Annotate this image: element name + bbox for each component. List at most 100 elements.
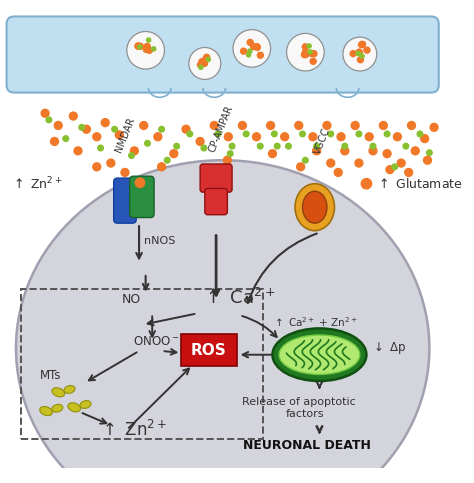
Ellipse shape xyxy=(80,400,91,409)
Circle shape xyxy=(297,163,305,171)
Text: NMDAR: NMDAR xyxy=(114,116,137,154)
Circle shape xyxy=(268,150,276,157)
Text: NEURONAL DEATH: NEURONAL DEATH xyxy=(243,439,371,452)
Circle shape xyxy=(370,143,376,149)
Circle shape xyxy=(144,43,150,49)
Ellipse shape xyxy=(68,403,81,412)
Circle shape xyxy=(233,29,271,67)
Circle shape xyxy=(201,145,207,151)
Text: CP-AMPAR: CP-AMPAR xyxy=(207,104,235,154)
Circle shape xyxy=(228,151,233,156)
Ellipse shape xyxy=(40,407,53,416)
Circle shape xyxy=(127,31,164,69)
Circle shape xyxy=(93,133,100,141)
Circle shape xyxy=(201,58,207,64)
Circle shape xyxy=(365,133,373,141)
FancyBboxPatch shape xyxy=(130,176,154,217)
Circle shape xyxy=(251,43,256,50)
Circle shape xyxy=(350,51,356,57)
Circle shape xyxy=(303,52,309,57)
Circle shape xyxy=(286,143,291,149)
Circle shape xyxy=(327,159,335,167)
Circle shape xyxy=(357,57,364,63)
Circle shape xyxy=(241,48,246,54)
Circle shape xyxy=(405,169,413,176)
Circle shape xyxy=(129,153,134,158)
Circle shape xyxy=(41,109,49,117)
Circle shape xyxy=(309,133,317,141)
Circle shape xyxy=(364,47,370,53)
Circle shape xyxy=(267,122,274,129)
Circle shape xyxy=(107,159,115,167)
Circle shape xyxy=(411,147,419,155)
Circle shape xyxy=(159,127,164,132)
FancyBboxPatch shape xyxy=(200,164,232,192)
Circle shape xyxy=(334,169,342,176)
Circle shape xyxy=(356,131,362,137)
Circle shape xyxy=(421,135,428,142)
Circle shape xyxy=(351,122,359,129)
Circle shape xyxy=(121,169,129,176)
Text: VGCC: VGCC xyxy=(313,126,332,156)
Circle shape xyxy=(101,119,109,127)
Circle shape xyxy=(253,133,260,141)
Circle shape xyxy=(198,62,203,68)
Circle shape xyxy=(386,166,394,173)
Circle shape xyxy=(430,123,438,131)
Text: ONOO$^-$: ONOO$^-$ xyxy=(133,335,180,348)
FancyBboxPatch shape xyxy=(7,16,439,93)
Circle shape xyxy=(135,43,141,49)
Circle shape xyxy=(201,60,208,66)
Circle shape xyxy=(342,143,347,149)
Circle shape xyxy=(154,133,162,141)
Circle shape xyxy=(204,54,210,60)
Circle shape xyxy=(130,147,138,155)
Ellipse shape xyxy=(52,388,64,397)
Circle shape xyxy=(257,143,263,149)
Circle shape xyxy=(360,54,364,58)
Circle shape xyxy=(361,179,372,189)
Circle shape xyxy=(74,147,82,155)
Circle shape xyxy=(199,65,203,70)
Circle shape xyxy=(243,131,249,137)
Circle shape xyxy=(146,47,152,53)
Circle shape xyxy=(135,178,145,187)
Circle shape xyxy=(257,52,264,58)
Text: Release of apoptotic: Release of apoptotic xyxy=(242,397,356,407)
Circle shape xyxy=(146,38,151,42)
Circle shape xyxy=(397,159,405,167)
Circle shape xyxy=(196,138,204,145)
Circle shape xyxy=(246,53,251,57)
Circle shape xyxy=(158,163,165,171)
FancyBboxPatch shape xyxy=(114,178,136,223)
Text: $\downarrow$ $\Delta$p: $\downarrow$ $\Delta$p xyxy=(371,340,406,356)
Circle shape xyxy=(137,43,144,49)
Circle shape xyxy=(248,49,252,53)
Circle shape xyxy=(424,156,431,164)
Circle shape xyxy=(295,122,303,129)
Circle shape xyxy=(140,122,148,129)
Text: $\uparrow$ Zn$^{2+}$: $\uparrow$ Zn$^{2+}$ xyxy=(11,175,63,192)
Circle shape xyxy=(174,143,180,149)
Ellipse shape xyxy=(302,191,327,223)
Circle shape xyxy=(112,127,118,132)
Circle shape xyxy=(182,125,190,133)
Ellipse shape xyxy=(64,385,75,393)
Circle shape xyxy=(46,117,52,123)
Circle shape xyxy=(384,131,390,137)
Circle shape xyxy=(247,40,253,45)
Circle shape xyxy=(223,156,231,164)
Circle shape xyxy=(314,143,319,149)
Circle shape xyxy=(143,46,149,53)
Circle shape xyxy=(215,131,221,137)
Text: ROS: ROS xyxy=(191,342,227,357)
Circle shape xyxy=(301,52,308,57)
Circle shape xyxy=(337,133,345,141)
Circle shape xyxy=(152,47,156,51)
Circle shape xyxy=(281,133,289,141)
Text: $\uparrow$ Ca$^{2+}$: $\uparrow$ Ca$^{2+}$ xyxy=(202,288,275,308)
Text: $\uparrow$ Glutamate: $\uparrow$ Glutamate xyxy=(376,177,463,191)
Circle shape xyxy=(189,47,221,79)
Circle shape xyxy=(341,147,349,155)
Circle shape xyxy=(93,163,100,171)
